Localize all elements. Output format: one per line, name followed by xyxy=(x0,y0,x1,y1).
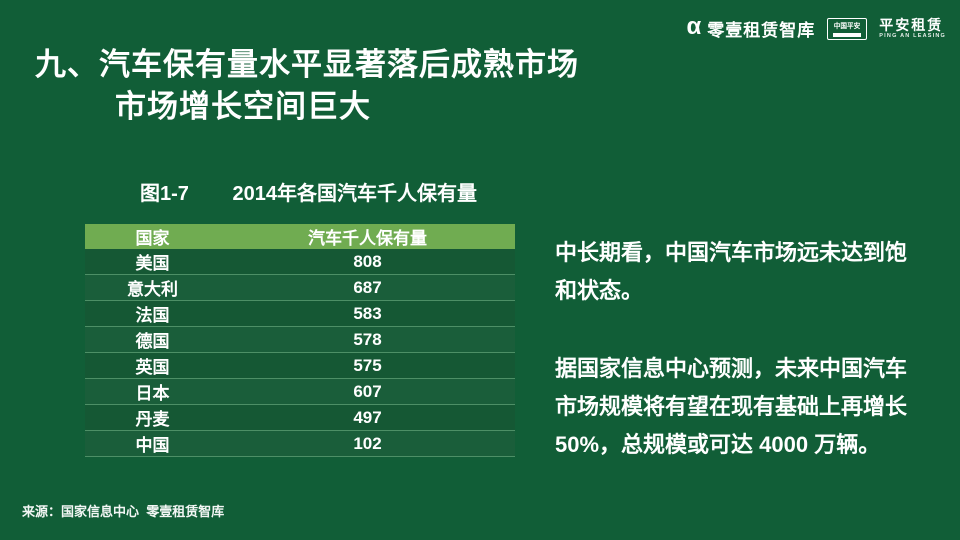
value-cell: 578 xyxy=(220,326,515,353)
car-ownership-table: 国家 汽车千人保有量 美国 808 意大利 687 法国 583 德国 578 … xyxy=(85,224,515,457)
country-cell: 法国 xyxy=(85,300,220,327)
table-header-row: 国家 汽车千人保有量 xyxy=(85,224,515,249)
pingan-badge-bar-icon xyxy=(833,32,862,37)
lingyi-logo: α 零壹租赁智库 xyxy=(686,12,816,41)
commentary-paragraph-2: 据国家信息中心预测，未来中国汽车市场规模将有望在现有基础上再增长50%，总规模或… xyxy=(555,356,908,457)
figure-caption: 图1-7 2014年各国汽车千人保有量 xyxy=(140,177,477,206)
value-cell: 583 xyxy=(220,300,515,327)
pingan-leasing-subtext: PING AN LEASING xyxy=(879,33,946,40)
commentary-paragraph-1: 中长期看，中国汽车市场远未达到饱和状态。 xyxy=(555,240,908,303)
country-cell: 美国 xyxy=(85,249,220,275)
value-cell: 607 xyxy=(220,378,515,405)
value-cell: 102 xyxy=(220,430,515,457)
page-title: 九、汽车保有量水平显著落后成熟市场 市场增长空间巨大 xyxy=(35,44,579,128)
column-header-value: 汽车千人保有量 xyxy=(220,224,515,249)
value-cell: 497 xyxy=(220,404,515,431)
table-row: 德国 578 xyxy=(85,326,515,353)
table-row: 丹麦 497 xyxy=(85,404,515,431)
page-title-line2: 市场增长空间巨大 xyxy=(115,89,371,124)
source-note: 来源：国家信息中心 零壹租赁智库 xyxy=(22,504,225,519)
country-cell: 德国 xyxy=(85,326,220,353)
pingan-leasing-logo: 平安租赁 PING AN LEASING xyxy=(879,16,946,40)
table-row: 美国 808 xyxy=(85,249,515,275)
brand-bar: α 零壹租赁智库 中国平安 平安租赁 PING AN LEASING xyxy=(686,12,946,41)
country-cell: 英国 xyxy=(85,352,220,379)
pingan-badge-text: 中国平安 xyxy=(833,22,861,30)
table-row: 日本 607 xyxy=(85,378,515,405)
pingan-badge: 中国平安 xyxy=(827,17,868,40)
country-cell: 日本 xyxy=(85,378,220,405)
figure-caption-label: 图1-7 xyxy=(140,183,189,205)
pingan-leasing-text: 平安租赁 xyxy=(879,16,944,33)
country-cell: 丹麦 xyxy=(85,404,220,431)
table-row: 意大利 687 xyxy=(85,274,515,301)
table-row: 中国 102 xyxy=(85,430,515,457)
value-cell: 808 xyxy=(220,249,515,275)
commentary: 中长期看，中国汽车市场远未达到饱和状态。 据国家信息中心预测，未来中国汽车市场规… xyxy=(555,234,927,464)
value-cell: 687 xyxy=(220,274,515,301)
country-cell: 意大利 xyxy=(85,274,220,301)
table-row: 英国 575 xyxy=(85,352,515,379)
column-header-country: 国家 xyxy=(85,224,220,249)
figure-caption-title: 2014年各国汽车千人保有量 xyxy=(232,183,477,205)
alpha-icon: α xyxy=(686,12,702,40)
country-cell: 中国 xyxy=(85,430,220,457)
table-row: 法国 583 xyxy=(85,300,515,327)
value-cell: 575 xyxy=(220,352,515,379)
lingyi-logo-text: 零壹租赁智库 xyxy=(707,21,816,40)
page-title-line1: 九、汽车保有量水平显著落后成熟市场 xyxy=(35,47,579,82)
